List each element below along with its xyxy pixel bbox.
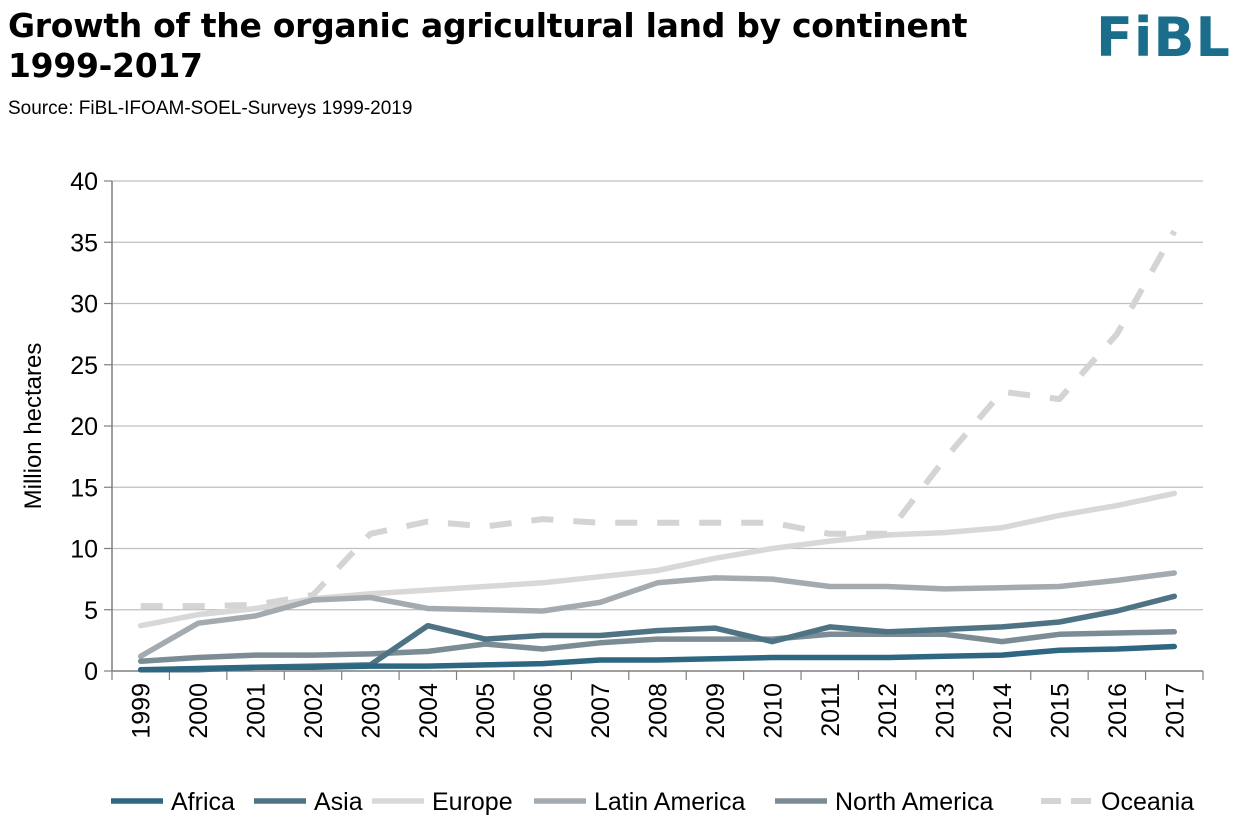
legend-label-asia: Asia — [314, 788, 363, 816]
y-tick-label: 25 — [70, 352, 98, 380]
x-tick-label: 2017 — [1161, 683, 1189, 739]
y-tick-label: 15 — [70, 474, 98, 502]
legend: Africa Asia Europe Latin America North Ameri… — [111, 788, 1194, 816]
chart-title-line-1: Growth of the organic agricultural land … — [8, 6, 968, 45]
x-tick-label: 2002 — [300, 683, 328, 739]
legend-label-north-america: North America — [835, 788, 993, 816]
axes — [104, 180, 1204, 680]
x-tick-label: 2015 — [1046, 683, 1074, 739]
x-tick-label: 2012 — [874, 683, 902, 739]
legend-label-europe: Europe — [432, 788, 513, 816]
y-tick-label: 35 — [70, 229, 98, 257]
x-tick-label: 2006 — [530, 683, 558, 739]
legend-label-africa: Africa — [171, 788, 235, 816]
x-tick-label: 2008 — [645, 683, 673, 739]
legend-label-oceania: Oceania — [1101, 788, 1194, 816]
gridlines — [112, 180, 1203, 611]
fibl-logo: FiBL — [1096, 6, 1231, 69]
x-tick-label: 2013 — [932, 683, 960, 739]
x-tick-labels: 1999 2000 2001 2002 2003 2004 2005 2006 2007 2008… — [128, 683, 1190, 739]
x-tick-label: 2014 — [989, 683, 1017, 739]
x-tick-label: 2004 — [415, 683, 443, 739]
y-tick-label: 30 — [70, 291, 98, 319]
y-tick-label: 20 — [70, 413, 98, 441]
x-tick-label: 2011 — [817, 683, 845, 737]
y-axis-title: Million hectares — [20, 343, 47, 510]
y-tick-label: 40 — [70, 168, 98, 196]
x-tick-label: 2016 — [1104, 683, 1132, 739]
x-tick-label: 2010 — [759, 683, 787, 739]
series-line-north-america — [137, 629, 1178, 664]
chart-title-line-2: 1999-2017 — [8, 46, 203, 85]
chart-title: Growth of the organic agricultural land … — [8, 6, 1048, 86]
x-tick-label: 2001 — [243, 683, 271, 739]
y-tick-label: 5 — [84, 597, 98, 625]
series-line-oceania — [140, 229, 1177, 610]
series-lines — [137, 229, 1178, 673]
x-tick-label: 2005 — [472, 683, 500, 739]
x-tick-label: 2003 — [357, 683, 385, 739]
x-tick-label: 2009 — [702, 683, 730, 739]
y-tick-label: 10 — [70, 536, 98, 564]
series-line-africa — [137, 643, 1178, 673]
y-tick-label: 0 — [84, 658, 98, 686]
series-line-latin-america — [137, 570, 1178, 660]
x-tick-label: 1999 — [128, 683, 156, 739]
y-tick-labels: 0 5 10 15 20 25 30 35 40 — [70, 168, 98, 686]
x-tick-label: 2000 — [185, 683, 213, 739]
legend-label-latin-america: Latin America — [594, 788, 746, 816]
x-tick-label: 2007 — [587, 683, 615, 739]
chart-source: Source: FiBL-IFOAM-SOEL-Surveys 1999-201… — [8, 98, 413, 119]
